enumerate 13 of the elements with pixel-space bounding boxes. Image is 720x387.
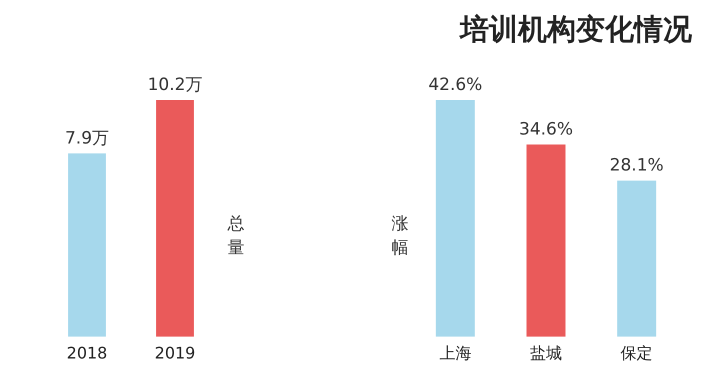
x-tick-label: 上海: [439, 344, 472, 363]
x-tick-label: 保定: [620, 344, 653, 363]
x-tick-label: 盐城: [530, 344, 562, 363]
y-axis-title: 涨幅: [390, 213, 410, 260]
data-label: 34.6%: [518, 119, 574, 140]
data-label: 10.2万: [148, 74, 202, 95]
data-label: 42.6%: [428, 74, 482, 95]
y-axis-title: 总量: [226, 213, 246, 260]
chart-title: 培训机构变化情况: [460, 11, 692, 48]
x-tick-label: 2019: [154, 344, 196, 363]
x-tick-label: 2018: [66, 344, 108, 363]
data-label: 7.9万: [64, 128, 110, 148]
data-label: 28.1%: [610, 156, 664, 176]
